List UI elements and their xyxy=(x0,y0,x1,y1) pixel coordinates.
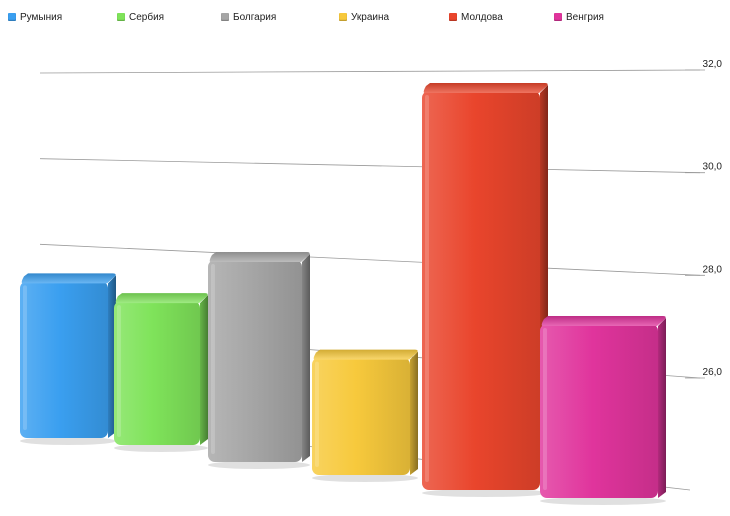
legend-label: Украина xyxy=(351,11,390,23)
legend-swatch xyxy=(117,13,125,21)
bar-front-face xyxy=(208,260,302,462)
legend-item: Румыния xyxy=(8,12,62,23)
bar-front-face xyxy=(114,301,200,445)
legend-swatch xyxy=(221,13,229,21)
gridline xyxy=(39,69,701,74)
bar-top-face xyxy=(21,273,116,284)
legend-item: Болгария xyxy=(221,12,276,23)
bar-shadow xyxy=(208,461,310,469)
bar-top-face xyxy=(313,349,418,360)
y-tick-label: 28,0 xyxy=(703,264,723,275)
bar-front-face xyxy=(312,357,410,475)
legend-label: Болгария xyxy=(233,11,277,23)
bar-highlight xyxy=(543,328,547,490)
bar-top-face xyxy=(541,316,666,326)
bar-side-face xyxy=(200,295,208,445)
bar-2 xyxy=(114,293,208,452)
bar-highlight xyxy=(315,361,319,467)
gridline xyxy=(39,243,701,276)
bar-highlight xyxy=(211,264,215,454)
legend-swatch xyxy=(449,13,457,21)
y-tick-label: 30,0 xyxy=(703,162,723,173)
bar-highlight xyxy=(425,95,429,482)
bar-side-face xyxy=(658,318,666,498)
legend-label: Молдова xyxy=(461,11,503,23)
bar-shadow xyxy=(422,489,548,497)
y-tick-label: 26,0 xyxy=(703,367,723,378)
bar-shadow xyxy=(114,444,208,452)
bar-highlight xyxy=(23,285,27,430)
bar-3 xyxy=(208,252,310,469)
bar-front-face xyxy=(20,281,108,438)
bar-front-face xyxy=(540,324,658,498)
bar-top-face xyxy=(115,293,208,304)
bars xyxy=(20,83,666,505)
legend-item: Венгрия xyxy=(554,12,604,23)
legend-label: Венгрия xyxy=(566,11,604,23)
bar-shadow xyxy=(540,497,666,505)
legend-item: Молдова xyxy=(449,12,503,23)
bar-shadow xyxy=(312,474,418,482)
bar-shadow xyxy=(20,437,116,445)
legend-swatch xyxy=(554,13,562,21)
gridline xyxy=(39,158,701,174)
legend-label: Румыния xyxy=(20,11,63,23)
bar-side-face xyxy=(302,254,310,462)
legend-item: Украина xyxy=(339,12,389,23)
legend-label: Сербия xyxy=(129,11,165,23)
chart-legend: Румыния Сербия Болгария Украина Молдова Венгр… xyxy=(8,9,708,25)
y-axis-ticks: 26,0 28,0 30,0 32,0 xyxy=(685,59,723,379)
bar-top-face xyxy=(209,252,310,262)
legend-swatch xyxy=(8,13,16,21)
bar-1 xyxy=(20,273,116,445)
bar-5 xyxy=(422,83,548,497)
bar-side-face xyxy=(410,351,418,475)
legend-item: Сербия xyxy=(117,12,164,23)
bar-4 xyxy=(312,349,418,482)
y-tick-label: 32,0 xyxy=(703,59,723,70)
bar-6 xyxy=(540,316,666,505)
bar-front-face xyxy=(422,91,540,490)
bar-highlight xyxy=(117,305,121,437)
legend-swatch xyxy=(339,13,347,21)
bar-top-face xyxy=(423,83,548,93)
